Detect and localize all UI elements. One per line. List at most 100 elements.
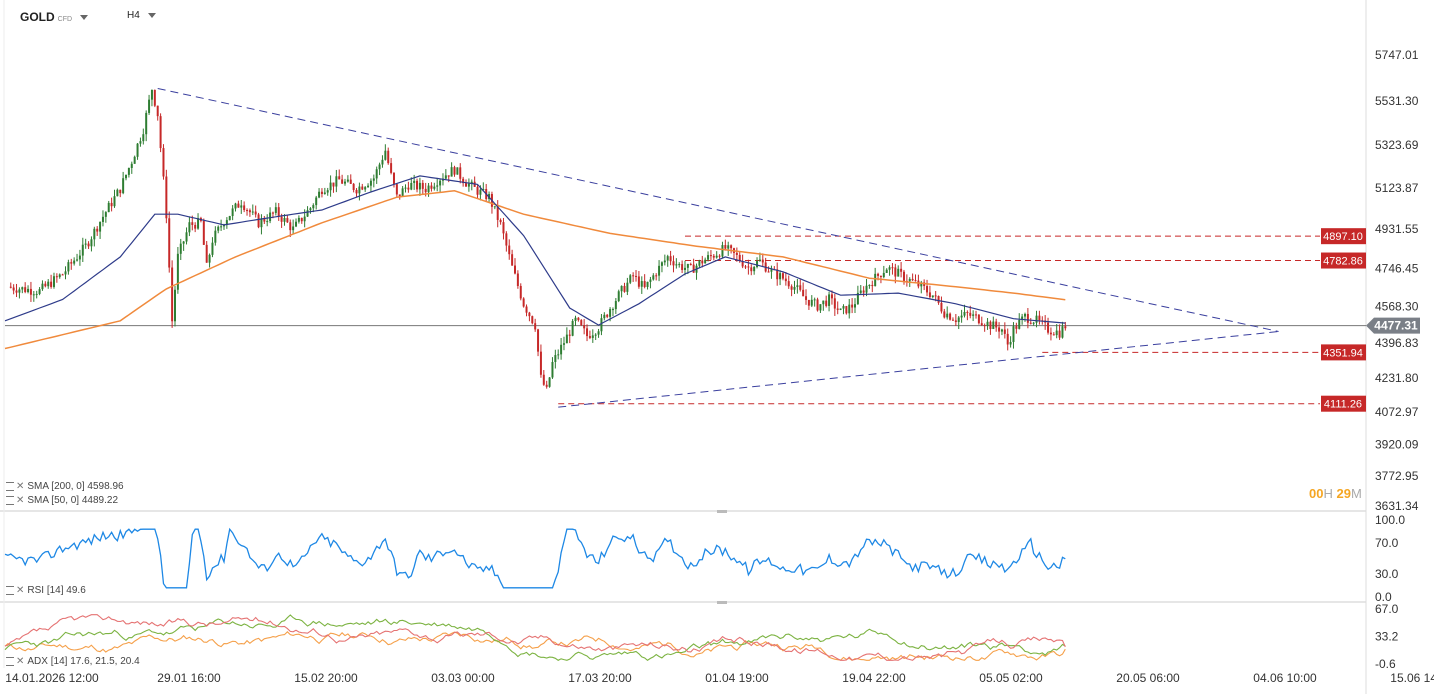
axes: 5747.01 5531.30 5323.69 5123.87 4931.55 4746.… (5, 48, 1434, 685)
candle (84, 243, 87, 245)
candle (963, 311, 966, 316)
candle (387, 150, 390, 164)
candle (908, 278, 911, 282)
price-level-value: 4897.10 (1323, 231, 1363, 243)
candle (168, 218, 171, 268)
candle (90, 239, 93, 247)
candle (50, 281, 53, 287)
candle (776, 269, 779, 280)
x-tick-label: 04.06 10:00 (1253, 671, 1317, 685)
candle (606, 314, 609, 317)
candle (718, 255, 721, 257)
rsi-legend[interactable]: ✕ RSI [14] 49.6 (6, 585, 86, 596)
candle (496, 206, 499, 220)
candle (145, 112, 148, 135)
candle (240, 205, 243, 208)
y-tick-label: 3631.34 (1375, 499, 1419, 513)
settings-icon[interactable] (6, 585, 14, 595)
price-level-tag (1321, 252, 1366, 269)
candle (816, 299, 819, 311)
candle (27, 288, 30, 293)
candle (280, 216, 283, 222)
close-icon[interactable]: ✕ (16, 656, 25, 667)
symbol-selector[interactable]: GOLD CFD (20, 10, 89, 24)
candle (142, 134, 145, 142)
candle (761, 259, 764, 263)
candle (251, 211, 254, 213)
candle (946, 313, 949, 318)
candle (234, 203, 237, 209)
candle (1015, 326, 1018, 329)
candle (150, 89, 153, 100)
candle (724, 245, 727, 249)
candle (637, 276, 640, 287)
candle (911, 278, 914, 281)
timeframe-label: H4 (127, 10, 140, 21)
candle (148, 99, 151, 113)
candle (868, 284, 871, 286)
candle (534, 323, 537, 330)
candle (96, 228, 99, 232)
candle (707, 255, 710, 260)
candle (225, 220, 228, 226)
candle (55, 276, 58, 278)
candle (315, 197, 318, 206)
candle (781, 273, 784, 279)
sma50-legend[interactable]: ✕ SMA [50, 0] 4489.22 (6, 495, 118, 506)
candle (871, 284, 874, 287)
price-level-value: 4111.26 (1324, 399, 1362, 411)
candle (482, 189, 485, 191)
close-icon[interactable]: ✕ (16, 495, 25, 506)
candle (1026, 313, 1029, 323)
candle (721, 245, 724, 257)
candle (784, 278, 787, 282)
close-icon[interactable]: ✕ (16, 481, 25, 492)
adx-legend[interactable]: ✕ ADX [14] 17.6, 21.5, 20.4 (6, 656, 140, 667)
close-icon[interactable]: ✕ (16, 585, 25, 596)
settings-icon[interactable] (6, 481, 14, 491)
candle (300, 217, 303, 222)
candle (865, 285, 868, 293)
candle (271, 212, 274, 214)
candle (960, 315, 963, 318)
candle (125, 174, 128, 179)
sma200-legend[interactable]: ✕ SMA [200, 0] 4598.96 (6, 481, 124, 492)
candle (854, 304, 856, 308)
candle (64, 271, 67, 275)
candle (692, 264, 695, 273)
y-tick-label: 5747.01 (1375, 48, 1419, 62)
candle (231, 208, 234, 217)
candle (508, 245, 511, 255)
candle (194, 224, 197, 229)
settings-icon[interactable] (6, 495, 14, 505)
candle (715, 255, 718, 258)
candle (130, 163, 133, 169)
x-tick-label: 17.03 20:00 (568, 671, 632, 685)
candle (505, 233, 508, 246)
candle (73, 260, 76, 264)
candle (381, 159, 384, 165)
candle (116, 189, 119, 197)
candle (756, 261, 759, 268)
candle (416, 180, 419, 190)
candle (133, 156, 136, 164)
x-tick-label: 19.04 22:00 (842, 671, 906, 685)
candle (516, 273, 519, 286)
candle (914, 280, 917, 282)
settings-icon[interactable] (6, 656, 14, 666)
candle (450, 167, 453, 177)
candle (796, 285, 799, 287)
timeframe-selector[interactable]: H4 (127, 10, 156, 21)
candle (897, 268, 900, 277)
candle (392, 172, 395, 185)
instrument-type: CFD (57, 16, 73, 23)
x-tick-label: 03.03 00:00 (431, 671, 495, 685)
rsi-tick-label: 30.0 (1375, 567, 1399, 581)
candle (848, 304, 851, 314)
candle (643, 281, 646, 287)
candle (528, 312, 531, 317)
candle (591, 335, 594, 338)
rsi-tick-label: 70.0 (1375, 536, 1399, 550)
candle (1061, 326, 1064, 338)
